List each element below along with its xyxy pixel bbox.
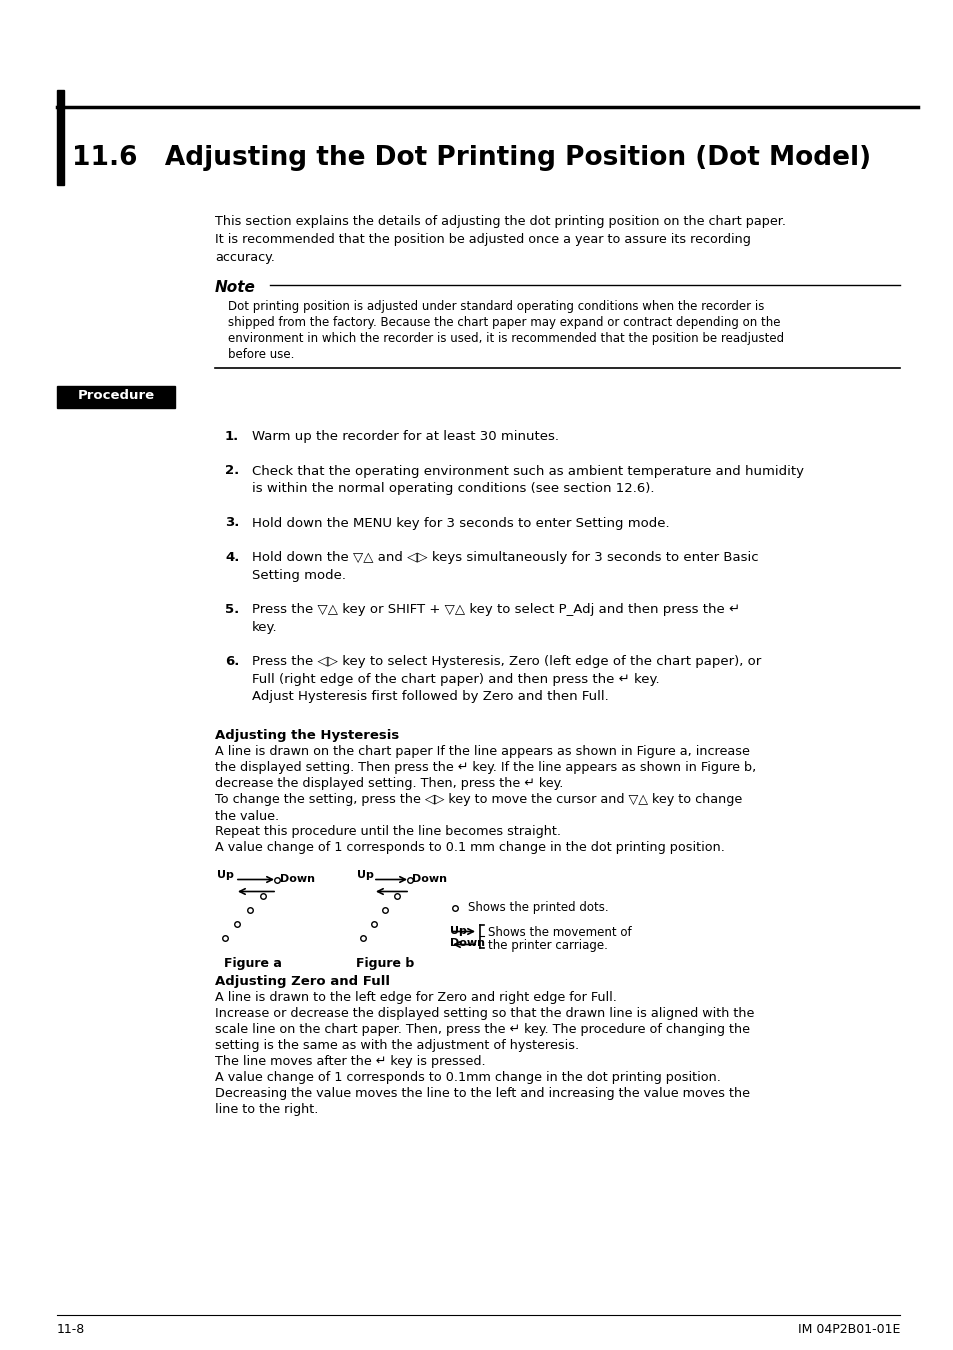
Text: shipped from the factory. Because the chart paper may expand or contract dependi: shipped from the factory. Because the ch… bbox=[228, 316, 780, 329]
Text: Dot printing position is adjusted under standard operating conditions when the r: Dot printing position is adjusted under … bbox=[228, 300, 763, 313]
Text: Up: Up bbox=[216, 869, 233, 879]
Text: line to the right.: line to the right. bbox=[214, 1103, 318, 1116]
Text: Check that the operating environment such as ambient temperature and humidity: Check that the operating environment suc… bbox=[252, 464, 803, 478]
Text: scale line on the chart paper. Then, press the ↵ key. The procedure of changing : scale line on the chart paper. Then, pre… bbox=[214, 1023, 749, 1037]
Text: It is recommended that the position be adjusted once a year to assure its record: It is recommended that the position be a… bbox=[214, 234, 750, 246]
Text: Up: Up bbox=[450, 926, 466, 936]
Text: is within the normal operating conditions (see section 12.6).: is within the normal operating condition… bbox=[252, 482, 654, 495]
Text: Note: Note bbox=[214, 279, 255, 296]
Text: To change the setting, press the ◁▷ key to move the cursor and ▽△ key to change: To change the setting, press the ◁▷ key … bbox=[214, 794, 741, 806]
Text: Increase or decrease the displayed setting so that the drawn line is aligned wit: Increase or decrease the displayed setti… bbox=[214, 1007, 754, 1021]
Text: This section explains the details of adjusting the dot printing position on the : This section explains the details of adj… bbox=[214, 215, 785, 228]
Text: Down: Down bbox=[280, 873, 314, 883]
Text: the displayed setting. Then press the ↵ key. If the line appears as shown in Fig: the displayed setting. Then press the ↵ … bbox=[214, 761, 756, 775]
Text: Warm up the recorder for at least 30 minutes.: Warm up the recorder for at least 30 min… bbox=[252, 431, 558, 443]
Text: 11.6   Adjusting the Dot Printing Position (Dot Model): 11.6 Adjusting the Dot Printing Position… bbox=[71, 144, 870, 171]
Text: Adjust Hysteresis first followed by Zero and then Full.: Adjust Hysteresis first followed by Zero… bbox=[252, 690, 608, 703]
Text: Up: Up bbox=[356, 869, 374, 879]
Text: Press the ▽△ key or SHIFT + ▽△ key to select P_Adj and then press the ↵: Press the ▽△ key or SHIFT + ▽△ key to se… bbox=[252, 603, 740, 616]
Text: A value change of 1 corresponds to 0.1mm change in the dot printing position.: A value change of 1 corresponds to 0.1mm… bbox=[214, 1072, 720, 1084]
Text: decrease the displayed setting. Then, press the ↵ key.: decrease the displayed setting. Then, pr… bbox=[214, 778, 563, 791]
Text: 6.: 6. bbox=[225, 655, 239, 668]
Text: accuracy.: accuracy. bbox=[214, 251, 274, 265]
Text: 3.: 3. bbox=[225, 517, 239, 529]
Text: Press the ◁▷ key to select Hysteresis, Zero (left edge of the chart paper), or: Press the ◁▷ key to select Hysteresis, Z… bbox=[252, 655, 760, 668]
Text: The line moves after the ↵ key is pressed.: The line moves after the ↵ key is presse… bbox=[214, 1056, 485, 1068]
Text: 4.: 4. bbox=[225, 551, 239, 564]
Text: Full (right edge of the chart paper) and then press the ↵ key.: Full (right edge of the chart paper) and… bbox=[252, 672, 659, 686]
Text: Procedure: Procedure bbox=[77, 389, 154, 402]
Text: A line is drawn on the chart paper If the line appears as shown in Figure a, inc: A line is drawn on the chart paper If th… bbox=[214, 745, 749, 759]
Text: Shows the movement of: Shows the movement of bbox=[488, 926, 631, 940]
Bar bbox=[57, 386, 174, 408]
Text: 11-8: 11-8 bbox=[57, 1323, 85, 1336]
Text: Hold down the ▽△ and ◁▷ keys simultaneously for 3 seconds to enter Basic: Hold down the ▽△ and ◁▷ keys simultaneou… bbox=[252, 551, 758, 564]
Text: key.: key. bbox=[252, 621, 277, 633]
Text: Decreasing the value moves the line to the left and increasing the value moves t: Decreasing the value moves the line to t… bbox=[214, 1088, 749, 1100]
Text: setting is the same as with the adjustment of hysteresis.: setting is the same as with the adjustme… bbox=[214, 1040, 578, 1053]
Text: Adjusting Zero and Full: Adjusting Zero and Full bbox=[214, 975, 390, 987]
Text: Setting mode.: Setting mode. bbox=[252, 568, 346, 582]
Text: IM 04P2B01-01E: IM 04P2B01-01E bbox=[797, 1323, 899, 1336]
Text: before use.: before use. bbox=[228, 348, 294, 360]
Text: Figure a: Figure a bbox=[224, 957, 282, 971]
Text: A value change of 1 corresponds to 0.1 mm change in the dot printing position.: A value change of 1 corresponds to 0.1 m… bbox=[214, 841, 724, 855]
Text: Hold down the MENU key for 3 seconds to enter Setting mode.: Hold down the MENU key for 3 seconds to … bbox=[252, 517, 669, 529]
Text: Down: Down bbox=[450, 937, 484, 948]
Text: 5.: 5. bbox=[225, 603, 239, 616]
Text: Repeat this procedure until the line becomes straight.: Repeat this procedure until the line bec… bbox=[214, 825, 560, 838]
Text: A line is drawn to the left edge for Zero and right edge for Full.: A line is drawn to the left edge for Zer… bbox=[214, 991, 617, 1004]
Text: Adjusting the Hysteresis: Adjusting the Hysteresis bbox=[214, 729, 399, 741]
Text: Figure b: Figure b bbox=[355, 957, 414, 971]
Text: Shows the printed dots.: Shows the printed dots. bbox=[468, 902, 608, 914]
Text: environment in which the recorder is used, it is recommended that the position b: environment in which the recorder is use… bbox=[228, 332, 783, 346]
Bar bbox=[57, 90, 64, 185]
Text: the printer carriage.: the printer carriage. bbox=[488, 940, 607, 953]
Text: 2.: 2. bbox=[225, 464, 239, 478]
Text: the value.: the value. bbox=[214, 810, 279, 822]
Text: 1.: 1. bbox=[225, 431, 239, 443]
Text: Down: Down bbox=[412, 873, 447, 883]
